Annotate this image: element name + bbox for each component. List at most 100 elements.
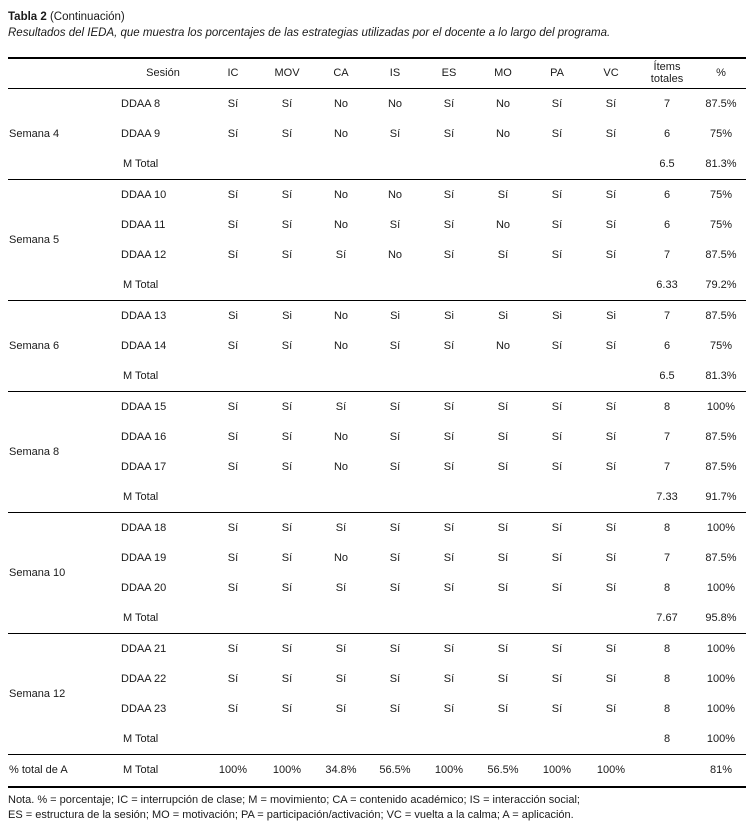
strategy-value [206,724,260,755]
week-label-semana-10: Semana 10 [8,512,120,634]
strategy-value [476,270,530,301]
strategy-value: Sí [422,179,476,210]
session-label: DDAA 9 [121,127,161,140]
strategy-value: Sí [443,430,455,443]
percent-value: 75% [709,127,733,140]
table-number: Tabla 2 [8,11,47,23]
strategy-value: Si [422,300,476,331]
items-total-value: 6 [663,339,671,352]
strategy-value: Sí [281,218,293,231]
items-total-value: 7 [663,248,671,261]
strategy-value: Sí [530,633,584,664]
strategy-value: Sí [260,88,314,119]
table-row: Semana 10 DDAA 18 Sí Sí Sí Sí Sí Sí Sí Sí 8 100% [8,512,746,634]
strategy-value: Sí [605,581,617,594]
strategy-value [368,482,422,513]
strategy-value: Sí [314,512,368,543]
strategy-value: Sí [227,581,239,594]
strategy-value [368,361,422,392]
session-label-m-total: M Total [123,490,159,503]
strategy-value: Sí [389,581,401,594]
strategy-value: Sí [368,512,422,543]
strategy-value: Sí [281,430,293,443]
strategy-value: Sí [281,702,293,715]
column-header-ca: CA [314,57,368,89]
session-label: DDAA 19 [121,551,167,564]
strategy-value [260,482,314,513]
percent-value: 100% [696,512,746,543]
strategy-value [530,270,584,301]
strategy-value: No [314,88,368,119]
strategy-value: Sí [314,633,368,664]
items-total-value: 6.5 [659,369,675,382]
strategy-value: No [333,339,349,352]
strategy-value: Sí [551,551,563,564]
strategy-value: Sí [551,218,563,231]
column-header-is: IS [368,57,422,89]
strategy-value [422,270,476,301]
table-row: Semana 12 DDAA 21 Sí Sí Sí Sí Sí Sí Sí Sí 8 100% [8,633,746,755]
total-strategy-percent: 100% [260,754,314,788]
total-strategy-percent: 100% [206,754,260,788]
strategy-value [422,149,476,180]
strategy-value: Sí [605,339,617,352]
strategy-value [368,270,422,301]
strategy-value: No [333,430,349,443]
table-row: DDAA 22 Sí Sí Sí Sí Sí Sí Sí Sí 8 100% [8,664,746,694]
items-total-value: 7 [638,300,696,331]
column-header-ic: IC [206,57,260,89]
strategy-value: Sí [530,512,584,543]
column-header-vc: VC [584,57,638,89]
table-row: DDAA 9 Sí Sí No Sí Sí No Sí Sí 6 75% [8,119,746,149]
strategy-value [530,724,584,755]
table-row: M Total 7.33 91.7% [8,482,746,513]
strategy-value [530,149,584,180]
session-label: DDAA 18 [120,512,206,543]
strategy-value [260,270,314,301]
session-label: DDAA 13 [120,300,206,331]
session-label-m-total: M Total [123,611,159,624]
strategy-value [314,149,368,180]
strategy-value: Sí [227,339,239,352]
note-line-2: ES = estructura de la sesión; MO = motiv… [8,809,574,821]
column-header-week [8,57,120,89]
strategy-value: Sí [227,702,239,715]
strategy-value: Sí [227,127,239,140]
strategy-value: Sí [530,391,584,422]
strategy-value [476,724,530,755]
table-row: Semana 5 DDAA 10 Sí Sí No No Sí Sí Sí Sí 6 75% [8,179,746,301]
items-total-value: 8 [663,732,671,745]
table-caption: Resultados del IEDA, que muestra los por… [8,27,611,39]
strategy-value: Sí [443,551,455,564]
table-row: Semana 8 DDAA 15 Sí Sí Sí Sí Sí Sí Sí Sí 8 100% [8,391,746,513]
strategy-value: Sí [206,88,260,119]
items-total-value: 8 [663,702,671,715]
session-label: DDAA 12 [121,248,167,261]
items-total-value: 8 [638,391,696,422]
session-label: DDAA 22 [121,672,167,685]
items-total-value: 7 [663,430,671,443]
week-label-semana-5: Semana 5 [8,179,120,301]
table-header: Sesión IC MOV CA IS ES MO PA VC Ítems totales% [8,57,746,89]
table-continuation: (Continuación) [46,11,125,23]
total-strategy-percent: 34.8% [314,754,368,788]
strategy-value: No [333,218,349,231]
strategy-value: Sí [389,218,401,231]
strategy-value: Sí [227,218,239,231]
strategy-value [422,482,476,513]
strategy-value: Sí [260,512,314,543]
strategy-value: Sí [476,179,530,210]
strategy-value: Sí [551,581,563,594]
strategy-value: Sí [443,339,455,352]
percent-value: 100% [706,672,736,685]
items-total-value: 6.5 [659,157,675,170]
percent-value: 75% [709,218,733,231]
strategy-value: Sí [497,581,509,594]
session-label: DDAA 21 [120,633,206,664]
column-header-pa: PA [530,57,584,89]
strategy-value: Sí [551,702,563,715]
strategy-value: Sí [206,512,260,543]
strategy-value: Sí [281,551,293,564]
strategy-value: Sí [422,512,476,543]
table-row: M Total 8 100% [8,724,746,755]
